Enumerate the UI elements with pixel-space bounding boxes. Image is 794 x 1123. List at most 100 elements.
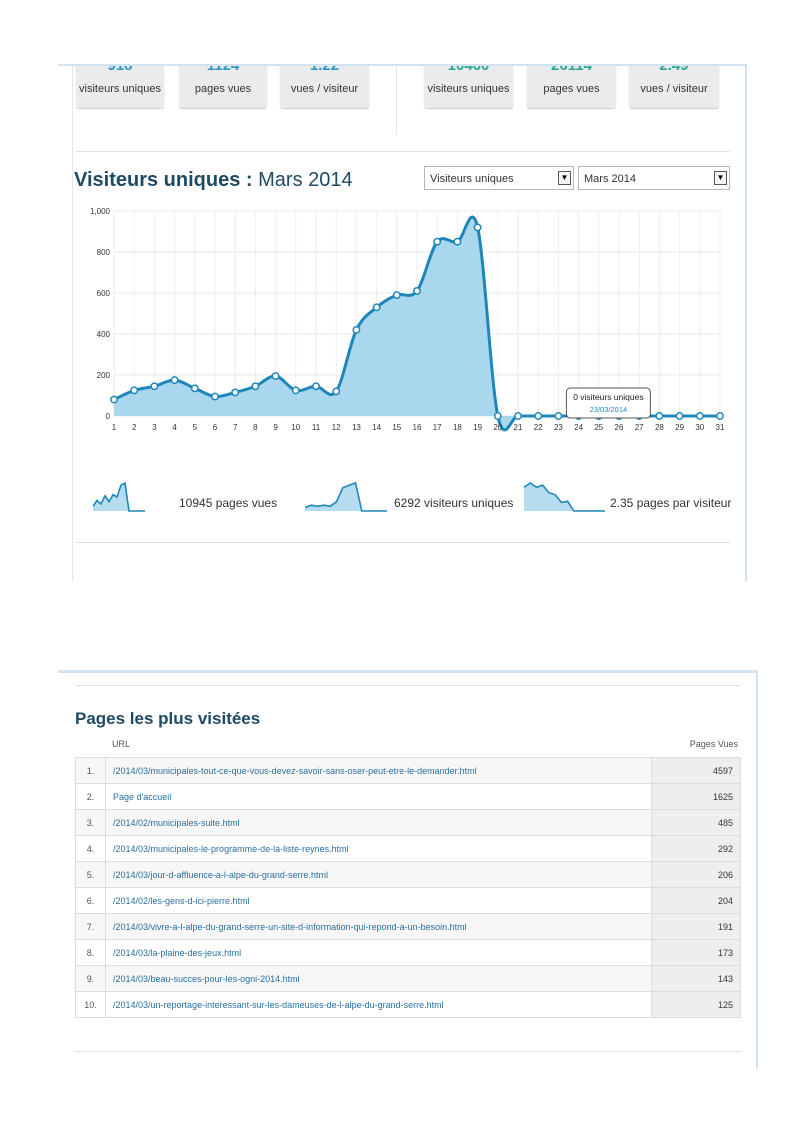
row-rank: 10. (75, 991, 106, 1018)
chevron-down-icon[interactable]: ▼ (558, 171, 571, 185)
x-tick-label: 18 (453, 423, 462, 432)
x-tick-label: 12 (332, 423, 341, 432)
x-tick-label: 31 (716, 423, 725, 432)
stat-label: visiteurs uniques (79, 83, 161, 95)
page-link[interactable]: /2014/03/vivre-a-l-alpe-du-grand-serre-u… (105, 913, 652, 940)
x-tick-label: 2 (132, 423, 137, 432)
table-row: 4./2014/03/municipales-le-programme-de-l… (75, 835, 741, 862)
stat-value: 1124 (206, 64, 240, 74)
stat-value: 1.22 (309, 64, 340, 74)
page-link[interactable]: /2014/03/beau-succes-pour-les-ogni-2014.… (105, 965, 652, 992)
stat-tile-page-views: 1124 pages vues (179, 66, 267, 108)
table-row: 5./2014/03/jour-d-affluence-a-l-alpe-du-… (75, 861, 741, 888)
sparkline-page-views (93, 481, 145, 512)
data-point (716, 412, 724, 420)
data-point (332, 387, 341, 396)
stat-value: 26114 (551, 64, 592, 74)
table-row: 9./2014/03/beau-succes-pour-les-ogni-201… (75, 965, 741, 992)
x-tick-label: 24 (574, 423, 583, 432)
x-tick-label: 19 (473, 423, 482, 432)
x-tick-label: 23 (554, 423, 563, 432)
x-tick-label: 27 (635, 423, 644, 432)
table-row: 10./2014/03/un-reportage-interessant-sur… (75, 991, 741, 1018)
sparkline-area (305, 483, 387, 511)
period-select[interactable]: Mars 2014 ▼ (578, 166, 730, 190)
page-link[interactable]: /2014/03/municipales-tout-ce-que-vous-de… (105, 757, 652, 784)
page-link[interactable]: Page d'accueil (105, 783, 652, 810)
analytics-panel: 918 visiteurs uniques 1124 pages vues 1.… (58, 64, 747, 581)
table-row: 2. Page d'accueil 1625 (75, 783, 741, 810)
page-views: 125 (651, 991, 741, 1018)
sparkline-unique-visitors (305, 481, 387, 512)
x-tick-label: 10 (291, 423, 300, 432)
data-point (231, 388, 240, 397)
data-point (291, 386, 300, 395)
stat-value: 10460 (447, 64, 490, 74)
sparkline-line (305, 481, 387, 512)
data-point (110, 395, 118, 404)
sparkline-unique-visitors-label: 6292 visiteurs uniques (394, 496, 514, 510)
data-point (413, 287, 421, 295)
stat-label: vues / visiteur (290, 83, 359, 95)
chart-title-period: Mars 2014 (258, 169, 353, 191)
metric-select[interactable]: Visiteurs uniques ▼ (424, 166, 574, 190)
row-rank: 2. (75, 783, 106, 810)
x-tick-label: 4 (172, 423, 177, 432)
sparkline-area (93, 483, 145, 511)
x-tick-label: 17 (433, 423, 442, 432)
stat-tile-total-unique-visitors: 10460 visiteurs uniques (424, 66, 513, 108)
x-tick-label: 25 (594, 423, 603, 432)
sparkline-line (93, 481, 145, 512)
data-point (312, 382, 320, 391)
x-tick-label: 14 (372, 423, 381, 432)
x-tick-label: 6 (213, 423, 218, 432)
x-tick-label: 11 (312, 423, 321, 432)
x-tick-label: 8 (253, 423, 258, 432)
top-pages-panel: Pages les plus visitées URL Pages Vues 1… (58, 670, 758, 1069)
page-views: 191 (651, 913, 741, 940)
page-link[interactable]: /2014/03/la-plaine-des-jeux.html (105, 939, 652, 966)
data-point (190, 384, 199, 393)
stat-tile-total-page-views: 26114 pages vues (527, 66, 616, 108)
data-point (554, 412, 563, 420)
page-link[interactable]: /2014/02/les-gens-d-ici-pierre.html (105, 887, 652, 914)
table-row: 1./2014/03/municipales-tout-ce-que-vous-… (75, 757, 741, 784)
x-tick-label: 3 (152, 423, 157, 432)
y-tick-label: 600 (97, 289, 111, 298)
data-point (453, 237, 462, 246)
table-row: 7./2014/03/vivre-a-l-alpe-du-grand-serre… (75, 913, 741, 940)
data-point (675, 412, 684, 420)
data-point (251, 382, 260, 391)
row-rank: 4. (75, 835, 106, 862)
page-link[interactable]: /2014/03/un-reportage-interessant-sur-le… (105, 991, 652, 1018)
data-point (130, 386, 139, 395)
page-views: 292 (651, 835, 741, 862)
sparkline-pages-per-visitor (524, 482, 605, 512)
row-rank: 5. (75, 861, 106, 888)
page-link[interactable]: /2014/03/municipales-le-programme-de-la-… (105, 835, 652, 862)
x-tick-label: 21 (514, 423, 523, 432)
x-tick-label: 13 (352, 423, 361, 432)
row-rank: 9. (75, 965, 106, 992)
x-tick-label: 29 (675, 423, 684, 432)
chevron-down-icon[interactable]: ▼ (714, 171, 727, 185)
stat-value: 2.49 (659, 64, 689, 74)
data-point (534, 412, 543, 420)
data-point (655, 412, 664, 420)
y-tick-label: 800 (97, 248, 111, 257)
data-point (433, 237, 442, 246)
section-divider (75, 1051, 741, 1052)
page-link[interactable]: /2014/03/jour-d-affluence-a-l-alpe-du-gr… (105, 861, 652, 888)
data-point (352, 325, 361, 334)
page-link[interactable]: /2014/02/municipales-suite.html (105, 809, 652, 836)
sparkline-pages-per-visitor-label: 2.35 pages par visiteur (610, 496, 732, 510)
x-tick-label: 26 (615, 423, 624, 432)
x-tick-label: 5 (193, 423, 198, 432)
tooltip-date: 23/03/2014 (590, 405, 628, 414)
area-fill (114, 217, 720, 430)
stat-label: pages vues (543, 83, 600, 95)
data-point (170, 376, 179, 385)
stat-label: visiteurs uniques (427, 83, 510, 95)
stats-divider (396, 66, 397, 134)
row-rank: 7. (75, 913, 106, 940)
